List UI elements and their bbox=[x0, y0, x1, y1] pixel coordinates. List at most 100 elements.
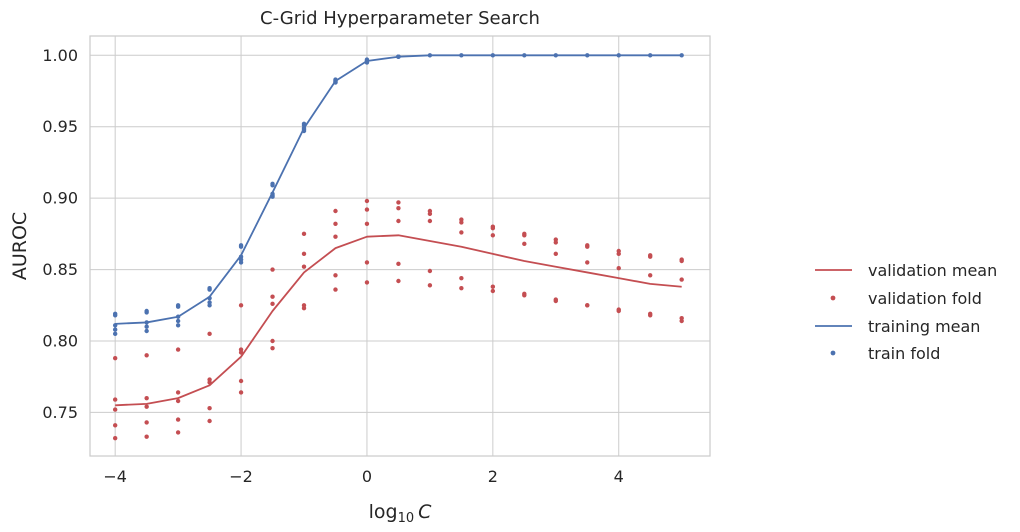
validation-fold-point bbox=[648, 313, 653, 318]
train-fold-point bbox=[553, 53, 558, 58]
train-fold-point bbox=[270, 194, 275, 199]
legend: validation mean validation fold training m… bbox=[815, 261, 997, 363]
validation-fold-point bbox=[175, 390, 181, 395]
validation-fold-point bbox=[459, 230, 464, 235]
train-fold-point bbox=[144, 324, 149, 329]
train-fold-point bbox=[175, 323, 181, 328]
y-axis-label: AUROC bbox=[9, 212, 31, 280]
validation-fold-point bbox=[333, 208, 338, 214]
x-tick-label: −2 bbox=[229, 467, 253, 486]
validation-fold-point bbox=[648, 254, 653, 259]
validation-fold-point bbox=[238, 303, 244, 308]
train-fold-point bbox=[301, 128, 307, 134]
validation-fold-point bbox=[207, 405, 212, 411]
validation-fold-point bbox=[238, 350, 244, 355]
train-fold-point bbox=[112, 313, 118, 318]
validation-fold-point bbox=[616, 265, 621, 271]
train-fold-point bbox=[144, 328, 149, 334]
legend-validation-fold-swatch bbox=[830, 295, 836, 301]
validation-fold-point bbox=[553, 298, 558, 304]
train-fold-point bbox=[238, 260, 244, 265]
train-fold-point bbox=[522, 53, 527, 58]
validation-fold-point bbox=[427, 211, 433, 217]
train-fold-point bbox=[270, 183, 275, 188]
validation-fold-point bbox=[112, 407, 118, 412]
validation-fold-point bbox=[175, 417, 181, 422]
validation-fold-point bbox=[616, 308, 621, 314]
legend-validation-fold-label: validation fold bbox=[868, 289, 982, 308]
y-tick-label: 0.90 bbox=[42, 189, 78, 208]
train-fold-point bbox=[585, 53, 590, 58]
x-axis-label-variable: C bbox=[418, 501, 432, 523]
validation-fold-point bbox=[364, 207, 370, 212]
validation-fold-point bbox=[112, 423, 118, 428]
train-fold-point bbox=[112, 323, 118, 328]
validation-fold-point bbox=[333, 273, 338, 278]
validation-fold-point bbox=[396, 205, 401, 211]
validation-fold-point bbox=[553, 240, 558, 245]
train-fold-point bbox=[459, 53, 464, 58]
validation-fold-point bbox=[459, 275, 464, 281]
validation-fold-point bbox=[522, 293, 527, 298]
validation-fold-point bbox=[301, 231, 307, 237]
legend-training-mean-label: training mean bbox=[868, 317, 980, 336]
validation-fold-point bbox=[490, 233, 496, 238]
train-fold-point bbox=[207, 287, 212, 292]
validation-fold-point bbox=[270, 338, 275, 344]
validation-fold-point bbox=[364, 260, 370, 265]
chart-title: C-Grid Hyperparameter Search bbox=[260, 8, 540, 29]
train-fold-point bbox=[175, 314, 181, 319]
x-tick-label: 4 bbox=[614, 467, 624, 486]
plot-area-frame bbox=[89, 35, 711, 457]
validation-fold-point bbox=[679, 277, 684, 282]
validation-fold-point bbox=[490, 225, 496, 231]
train-fold-point bbox=[175, 304, 181, 309]
validation-fold-point bbox=[459, 220, 464, 225]
validation-fold-point bbox=[270, 267, 275, 272]
validation-fold-point bbox=[585, 260, 590, 265]
y-tick-label: 0.95 bbox=[42, 117, 78, 136]
validation-fold-point bbox=[396, 261, 401, 267]
validation-fold-point bbox=[396, 218, 401, 224]
legend-train-fold-label: train fold bbox=[868, 344, 940, 363]
validation-fold-point bbox=[175, 347, 181, 352]
validation-fold-point bbox=[112, 355, 118, 361]
validation-fold-point bbox=[301, 305, 307, 311]
train-fold-point bbox=[238, 244, 244, 249]
validation-fold-point bbox=[396, 200, 401, 205]
x-axis-label-subscript: 10 bbox=[398, 511, 415, 526]
train-fold-point bbox=[648, 53, 653, 58]
validation-fold-point bbox=[144, 404, 149, 409]
validation-fold-point bbox=[490, 284, 496, 289]
validation-fold-point bbox=[396, 278, 401, 284]
x-tick-label: 2 bbox=[488, 467, 498, 486]
train-fold-point bbox=[207, 295, 212, 301]
validation-fold-point bbox=[144, 395, 149, 401]
validation-fold-point bbox=[427, 218, 433, 224]
validation-fold-point bbox=[333, 234, 338, 239]
series-layer bbox=[112, 53, 684, 441]
train-fold-point bbox=[490, 53, 496, 58]
validation-fold-point bbox=[175, 398, 181, 404]
validation-fold-point bbox=[270, 345, 275, 351]
x-axis-label: log10 C bbox=[369, 501, 433, 526]
train-fold-point bbox=[207, 303, 212, 308]
validation-fold-point bbox=[679, 318, 684, 324]
train-fold-point bbox=[427, 53, 433, 58]
grid bbox=[90, 36, 710, 456]
validation-fold-point bbox=[648, 273, 653, 278]
validation-fold-point bbox=[207, 331, 212, 337]
validation-fold-point bbox=[144, 420, 149, 425]
train-fold-point bbox=[112, 331, 118, 337]
validation-fold-point bbox=[616, 251, 621, 257]
x-tick-label: −4 bbox=[103, 467, 127, 486]
validation-fold-point bbox=[333, 287, 338, 292]
validation-fold-point bbox=[364, 221, 370, 227]
y-tick-label: 1.00 bbox=[42, 46, 78, 65]
train-fold-point bbox=[144, 310, 149, 315]
validation-fold-point bbox=[333, 221, 338, 227]
validation-fold-point bbox=[522, 241, 527, 247]
validation-fold-point bbox=[175, 430, 181, 435]
train-fold-point bbox=[679, 53, 684, 58]
